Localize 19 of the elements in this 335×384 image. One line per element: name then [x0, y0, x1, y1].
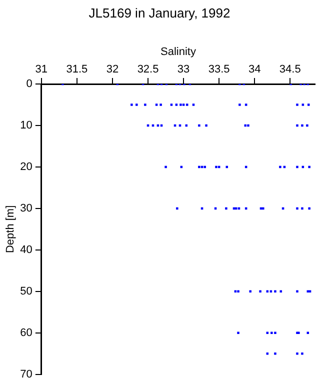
- y-tick-label: 30: [20, 202, 32, 214]
- x-axis-title: Salinity: [160, 46, 196, 58]
- y-tick-label: 50: [20, 285, 32, 298]
- x-tick-label: 33: [177, 63, 190, 76]
- x-tick-label: 31: [35, 63, 48, 76]
- x-tick-label: 34: [248, 63, 261, 76]
- y-tick-label: 70: [20, 368, 32, 380]
- x-tick-label: 32: [106, 63, 119, 76]
- y-tick-label: 0: [26, 78, 32, 90]
- y-tick-label: 40: [20, 244, 32, 256]
- x-tick-label: 31.5: [66, 63, 88, 76]
- chart-title: JL5169 in January, 1992: [88, 5, 230, 20]
- y-axis-title: Depth [m]: [4, 205, 17, 254]
- y-tick-label: 10: [20, 120, 32, 132]
- y-tick-label: 20: [20, 161, 32, 174]
- y-tick-label: 60: [20, 326, 32, 339]
- x-tick-label: 32.5: [137, 63, 159, 76]
- x-tick-label: 33.5: [208, 63, 230, 76]
- x-tick-label: 34.5: [279, 63, 301, 76]
